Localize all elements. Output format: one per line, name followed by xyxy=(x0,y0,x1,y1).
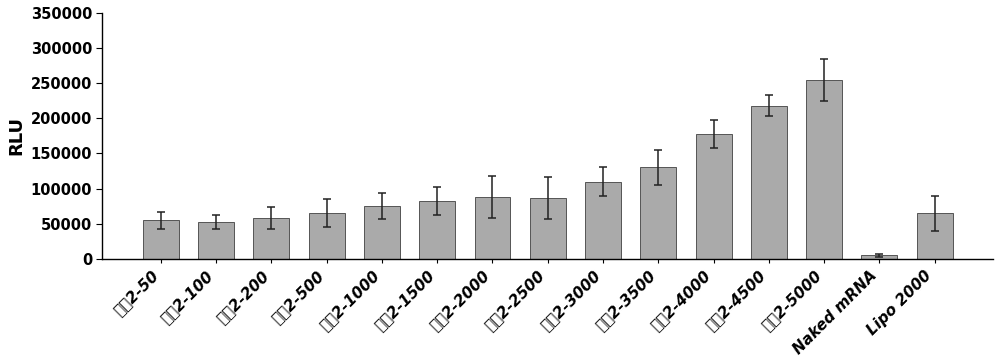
Bar xyxy=(143,220,179,259)
Bar xyxy=(253,218,289,259)
Y-axis label: RLU: RLU xyxy=(7,116,25,155)
Bar xyxy=(917,213,953,259)
Bar xyxy=(585,182,621,259)
Bar xyxy=(751,106,787,259)
Bar xyxy=(640,167,676,259)
Bar xyxy=(861,255,897,259)
Bar xyxy=(419,201,455,259)
Bar xyxy=(364,206,400,259)
Bar xyxy=(475,197,510,259)
Bar xyxy=(309,213,345,259)
Bar xyxy=(806,80,842,259)
Bar xyxy=(530,198,566,259)
Bar xyxy=(696,134,732,259)
Bar xyxy=(198,222,234,259)
